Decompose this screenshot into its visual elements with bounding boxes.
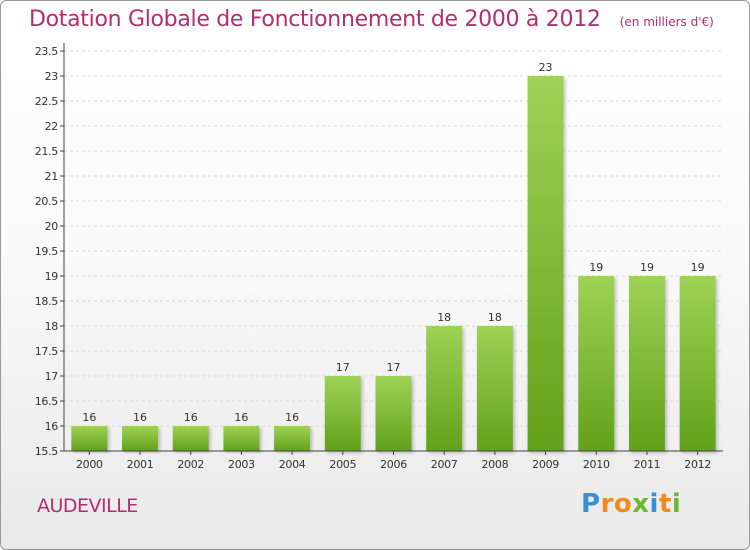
- bar-2005: [324, 376, 361, 451]
- x-tick-label: 2000: [76, 458, 103, 471]
- chart-title: Dotation Globale de Fonctionnement de 20…: [29, 7, 601, 32]
- x-tick-label: 2002: [177, 458, 204, 471]
- bar-2011: [628, 276, 665, 451]
- bar-2007: [426, 326, 463, 451]
- bar-value-label: 16: [285, 411, 299, 424]
- bar-value-label: 19: [691, 261, 705, 274]
- y-tick-label: 22: [45, 120, 58, 133]
- x-tick-label: 2004: [279, 458, 306, 471]
- x-tick-label: 2009: [532, 458, 559, 471]
- bar-2002: [172, 426, 209, 451]
- bar-value-label: 17: [387, 361, 401, 374]
- bar-value-label: 17: [336, 361, 350, 374]
- x-tick-label: 2006: [380, 458, 407, 471]
- bar-2010: [578, 276, 615, 451]
- bar-2004: [274, 426, 311, 451]
- y-tick-label: 20.5: [35, 195, 59, 208]
- proxiti-logo[interactable]: Proxiti: [581, 489, 681, 519]
- logo-letter: x: [632, 489, 650, 519]
- bar-value-label: 18: [437, 311, 451, 324]
- x-tick-label: 2001: [127, 458, 154, 471]
- bar-2000: [71, 426, 108, 451]
- town-name: AUDEVILLE: [37, 495, 138, 517]
- bar-value-label: 18: [488, 311, 502, 324]
- y-tick-label: 20: [45, 220, 59, 233]
- title-row: Dotation Globale de Fonctionnement de 20…: [29, 7, 714, 32]
- y-tick-label: 22.5: [35, 95, 59, 108]
- x-tick-label: 2011: [634, 458, 661, 471]
- bar-value-label: 16: [184, 411, 198, 424]
- bar-value-label: 16: [82, 411, 96, 424]
- y-tick-label: 21: [45, 170, 58, 183]
- axes: [60, 43, 723, 455]
- x-tick-label: 2007: [431, 458, 458, 471]
- y-tick-label: 23: [45, 70, 59, 83]
- bar-2001: [122, 426, 159, 451]
- y-tick-label: 15.5: [35, 445, 59, 458]
- x-tick-label: 2010: [583, 458, 610, 471]
- y-tick-label: 16: [45, 420, 59, 433]
- x-tick-label: 2005: [329, 458, 356, 471]
- y-tick-label: 21.5: [35, 145, 59, 158]
- y-tick-label: 17: [45, 370, 59, 383]
- logo-letter: i: [671, 489, 682, 519]
- bar-2003: [223, 426, 260, 451]
- bar-value-label: 19: [589, 261, 603, 274]
- logo-letter: r: [600, 489, 614, 519]
- y-tick-label: 17.5: [35, 345, 59, 358]
- logo-letter: P: [581, 489, 601, 519]
- bar-2009: [527, 76, 564, 451]
- bar-value-label: 19: [640, 261, 654, 274]
- bar-value-label: 23: [539, 61, 553, 74]
- y-tick-label: 18: [45, 320, 59, 333]
- bar-2006: [375, 376, 412, 451]
- bar-value-label: 16: [133, 411, 147, 424]
- logo-letter: o: [613, 489, 633, 519]
- chart-subtitle: (en milliers d'€): [619, 15, 714, 29]
- bars: [71, 76, 716, 451]
- x-tick-label: 2008: [481, 458, 508, 471]
- bar-2012: [679, 276, 716, 451]
- y-tick-label: 19.5: [35, 245, 59, 258]
- bar-2008: [476, 326, 513, 451]
- x-tick-label: 2003: [228, 458, 255, 471]
- labels: 15.5 16 16.5 17 17.5 18 18.5 19 19.5 20 20.5 21 21.5…: [35, 45, 712, 471]
- logo-letter: i: [649, 489, 659, 519]
- logo-letter: t: [658, 489, 672, 519]
- y-tick-label: 19: [45, 270, 59, 283]
- y-tick-label: 16.5: [35, 395, 59, 408]
- y-tick-label: 23.5: [35, 45, 59, 58]
- x-tick-label: 2012: [684, 458, 711, 471]
- bar-value-label: 16: [234, 411, 248, 424]
- y-tick-label: 18.5: [35, 295, 59, 308]
